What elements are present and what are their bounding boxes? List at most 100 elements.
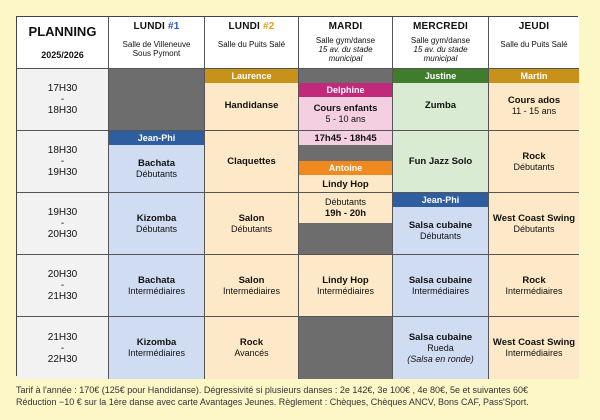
time-slot-3: 19H30 - 20H30 — [17, 193, 109, 255]
class-name: Salsa cubaine — [408, 274, 473, 286]
class-block: Cours enfants 5 - 10 ans — [299, 97, 392, 130]
time-slot-1: 17H30 - 18H30 — [17, 69, 109, 131]
empty-slot — [299, 317, 393, 379]
class-level: Débutants — [419, 230, 462, 241]
location-line: 15 av. du stade — [413, 45, 468, 54]
class-cell: Rock Débutants — [489, 131, 579, 193]
day-number: #2 — [263, 21, 275, 32]
day-header-mardi: MARDI Salle gym/danse 15 av. du stade mu… — [299, 17, 393, 69]
class-name: Kizomba — [136, 337, 177, 348]
time-separator: - — [60, 94, 65, 105]
class-level: Rueda — [427, 342, 454, 353]
class-name: Bachata — [138, 274, 175, 286]
class-name: Cours enfants — [313, 103, 378, 114]
class-level: Avancés — [234, 348, 269, 358]
planning-title: PLANNING — [28, 24, 97, 39]
class-name: Fun Jazz Solo — [408, 156, 473, 167]
time-end: 22H30 — [47, 353, 78, 365]
day-header-lundi-1: LUNDI #1 Salle de Villeneuve Sous Pymont — [109, 17, 205, 69]
location-line: Salle gym/danse — [410, 36, 471, 45]
class-level: 5 - 10 ans — [325, 114, 366, 124]
class-level: Débutants — [135, 223, 178, 234]
class-cell: Martin Cours ados 11 - 15 ans — [489, 69, 579, 131]
teacher-tag: Martin — [489, 69, 579, 83]
day-name: MARDI — [328, 21, 363, 32]
class-cell: Jean-Phi Bachata Débutants — [109, 131, 205, 193]
class-cell-mardi-stack: Débutants 19h - 20h — [299, 193, 393, 255]
day-name: LUNDI — [133, 21, 168, 32]
class-level: Débutants — [513, 161, 555, 172]
class-name: Claquettes — [227, 156, 276, 167]
class-level: 11 - 15 ans — [511, 105, 557, 116]
class-cell: Claquettes — [205, 131, 299, 193]
day-name: LUNDI — [228, 21, 263, 32]
season-label: 2025/2026 — [41, 50, 84, 60]
location-line: municipal — [423, 54, 458, 63]
time-end: 21H30 — [47, 291, 78, 302]
time-slot-2: 18H30 - 19H30 — [17, 131, 109, 193]
pricing-footer: Tarif à l'année : 170€ (125€ pour Handid… — [16, 384, 586, 408]
location-line: Salle du Puits Salé — [500, 40, 568, 49]
location-line: Sous Pymont — [132, 49, 181, 58]
class-level: Débutants — [230, 223, 273, 234]
class-name: Salon — [238, 274, 265, 286]
class-name: Salsa cubaine — [408, 331, 473, 343]
class-note: (Salsa en ronde) — [407, 353, 474, 364]
class-cell: Lindy Hop Intermédiaires — [299, 255, 393, 317]
teacher-tag: Laurence — [205, 69, 298, 83]
class-name: Rock — [239, 337, 264, 348]
class-block: Débutants 19h - 20h — [299, 193, 392, 223]
day-name: MERCREDI — [413, 21, 468, 32]
class-name: Salsa cubaine — [408, 219, 473, 231]
class-cell: Bachata Intermédiaires — [109, 255, 205, 317]
class-cell: Salsa cubaine Intermédiaires — [393, 255, 489, 317]
class-level: Intermédiaires — [505, 285, 563, 296]
planning-table: PLANNING 2025/2026 LUNDI #1 Salle de Vil… — [16, 16, 579, 379]
day-name: JEUDI — [518, 21, 550, 32]
class-name: Lindy Hop — [322, 274, 369, 286]
time-start: 19H30 — [47, 207, 78, 218]
teacher-tag: Justine — [393, 69, 488, 83]
class-cell: Laurence Handidanse — [205, 69, 299, 131]
day-header-lundi-2: LUNDI #2 Salle du Puits Salé — [205, 17, 299, 69]
class-name: Zumba — [424, 100, 457, 111]
class-level: Intermédiaires — [222, 285, 281, 296]
class-cell: Jean-Phi Salsa cubaine Débutants — [393, 193, 489, 255]
pricing-line: Tarif à l'année : 170€ (125€ pour Handid… — [16, 385, 529, 395]
time-separator: - — [60, 280, 65, 291]
class-block: 17h45 - 18h45 — [299, 131, 392, 145]
class-cell: West Coast Swing Intermédiaires — [489, 317, 579, 379]
class-time: 17h45 - 18h45 — [314, 132, 377, 144]
class-level: Intermédiaires — [411, 285, 470, 296]
location-line: Salle du Puits Salé — [217, 40, 286, 49]
time-start: 21H30 — [47, 331, 78, 343]
payment-line: Réduction −10 € sur la 1ère danse avec c… — [16, 397, 529, 407]
class-cell: Fun Jazz Solo — [393, 131, 489, 193]
class-level: Intermédiaires — [127, 348, 186, 358]
class-name: West Coast Swing — [492, 212, 576, 224]
class-name: Handidanse — [224, 100, 279, 111]
time-end: 18H30 — [47, 105, 78, 116]
class-level: Débutants — [135, 168, 178, 179]
time-end: 19H30 — [47, 167, 78, 178]
class-level: Débutants — [513, 223, 555, 234]
time-separator: - — [60, 342, 65, 354]
teacher-tag: Jean-Phi — [109, 131, 204, 145]
class-cell: Rock Avancés — [205, 317, 299, 379]
time-slot-4: 20H30 - 21H30 — [17, 255, 109, 317]
class-cell-mardi-stack: Delphine Cours enfants 5 - 10 ans — [299, 69, 393, 131]
time-separator: - — [60, 156, 65, 167]
location-line: 15 av. du stade — [318, 45, 373, 54]
class-level: Intermédiaires — [316, 285, 375, 296]
class-cell: Kizomba Intermédiaires — [109, 317, 205, 379]
time-separator: - — [60, 218, 65, 229]
class-name: Lindy Hop — [322, 178, 369, 190]
class-cell: Rock Intermédiaires — [489, 255, 579, 317]
class-name: Salon — [238, 212, 265, 224]
class-cell-mardi-stack: 17h45 - 18h45 Antoine Lindy Hop — [299, 131, 393, 193]
class-level: Intermédiaires — [127, 285, 186, 296]
class-block: Lindy Hop — [299, 175, 392, 192]
location-line: Salle de Villeneuve — [122, 40, 191, 49]
day-header-jeudi: JEUDI Salle du Puits Salé — [489, 17, 579, 69]
day-header-mercredi: MERCREDI Salle gym/danse 15 av. du stade… — [393, 17, 489, 69]
